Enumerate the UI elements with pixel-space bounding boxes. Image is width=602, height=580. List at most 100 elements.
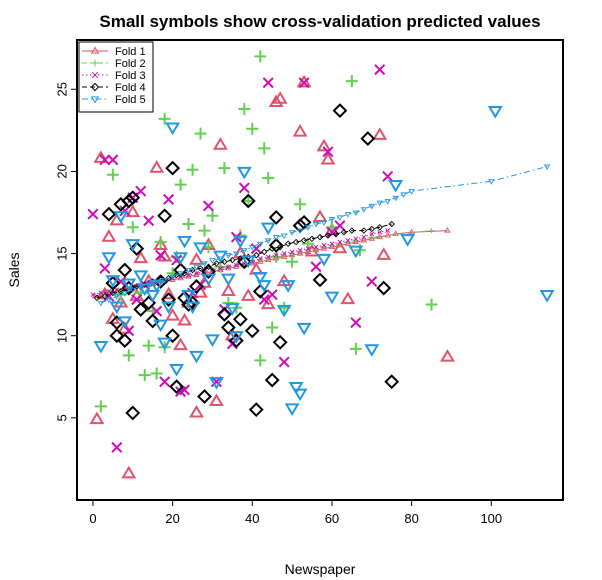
observed-point-fold-1 bbox=[212, 137, 228, 150]
observed-point-fold-2 bbox=[254, 50, 267, 63]
predicted-point-fold-3 bbox=[369, 231, 375, 237]
observed-point-fold-3 bbox=[119, 205, 131, 217]
observed-point-fold-1 bbox=[376, 247, 392, 260]
legend-marker-fold-3 bbox=[91, 71, 99, 79]
observed-point-fold-1 bbox=[165, 308, 181, 321]
observed-point-fold-3 bbox=[266, 289, 278, 301]
observed-point-fold-5 bbox=[149, 280, 165, 293]
observed-point-fold-2 bbox=[126, 221, 139, 234]
predicted-point-fold-4 bbox=[213, 260, 220, 267]
observed-point-fold-4 bbox=[157, 208, 173, 224]
predicted-point-fold-5 bbox=[376, 200, 384, 207]
x-tick-label: 0 bbox=[89, 511, 96, 526]
observed-point-fold-3 bbox=[111, 441, 123, 453]
observed-point-fold-2 bbox=[349, 342, 362, 355]
y-tick-label: 10 bbox=[54, 328, 69, 342]
predicted-point-fold-5 bbox=[408, 189, 415, 195]
observed-point-fold-2 bbox=[238, 103, 251, 115]
legend-label-fold-4: Fold 4 bbox=[115, 82, 146, 94]
observed-point-fold-4 bbox=[268, 237, 284, 253]
predicted-point-fold-4 bbox=[93, 294, 101, 302]
observed-point-fold-1 bbox=[117, 321, 133, 334]
observed-point-fold-5 bbox=[201, 273, 216, 287]
predicted-point-fold-3 bbox=[345, 238, 351, 243]
observed-point-fold-3 bbox=[143, 215, 155, 227]
predicted-point-fold-5 bbox=[264, 238, 272, 244]
legend-symbol-fold-2 bbox=[91, 59, 99, 67]
observed-point-fold-1 bbox=[189, 252, 204, 265]
predicted-point-fold-5 bbox=[488, 179, 495, 185]
predicted-point-fold-5 bbox=[256, 241, 264, 248]
predicted-point-fold-4 bbox=[388, 220, 395, 228]
observed-point-fold-4 bbox=[161, 292, 177, 307]
predicted-point-fold-5 bbox=[121, 290, 129, 297]
observed-point-fold-5 bbox=[539, 290, 555, 303]
observed-point-fold-5 bbox=[177, 235, 193, 249]
legend-label-fold-5: Fold 5 bbox=[115, 94, 146, 106]
observed-point-fold-5 bbox=[204, 334, 220, 347]
predicted-point-fold-4 bbox=[197, 265, 204, 272]
predicted-point-fold-4 bbox=[117, 288, 125, 295]
observed-point-fold-3 bbox=[107, 154, 119, 166]
observed-point-fold-3 bbox=[131, 294, 143, 306]
plot-layer bbox=[87, 50, 555, 479]
observed-point-fold-4 bbox=[117, 262, 133, 278]
observed-point-fold-2 bbox=[158, 112, 171, 125]
observed-point-fold-4 bbox=[165, 160, 181, 176]
predicted-point-fold-4 bbox=[300, 237, 308, 244]
series-fold-4 bbox=[93, 103, 400, 421]
predicted-point-fold-3 bbox=[233, 262, 239, 268]
observed-point-fold-3 bbox=[298, 77, 310, 89]
legend-entry-fold-2: Fold 2 bbox=[82, 58, 146, 70]
predicted-point-fold-5 bbox=[328, 217, 336, 223]
observed-point-fold-5 bbox=[292, 388, 308, 402]
legend-symbol-fold-3 bbox=[91, 71, 99, 79]
legend-symbol-fold-1 bbox=[90, 46, 100, 54]
predicted-point-fold-5 bbox=[296, 228, 304, 235]
observed-point-fold-2 bbox=[150, 367, 163, 380]
predicted-point-fold-1 bbox=[352, 238, 360, 245]
observed-point-fold-4 bbox=[125, 405, 141, 421]
predicted-point-fold-5 bbox=[344, 212, 352, 218]
observed-point-fold-5 bbox=[252, 271, 268, 285]
observed-point-fold-1 bbox=[312, 209, 328, 223]
observed-point-fold-5 bbox=[105, 275, 121, 288]
predicted-point-fold-4 bbox=[101, 293, 109, 300]
observed-point-fold-4 bbox=[133, 302, 149, 317]
observed-point-fold-5 bbox=[117, 316, 133, 329]
predicted-point-fold-4 bbox=[308, 235, 316, 243]
observed-point-fold-1 bbox=[372, 127, 388, 140]
observed-point-fold-5 bbox=[109, 301, 125, 315]
observed-point-fold-1 bbox=[208, 393, 224, 407]
predicted-point-fold-5 bbox=[233, 251, 240, 258]
observed-point-fold-1 bbox=[121, 465, 137, 479]
predicted-point-fold-5 bbox=[312, 221, 320, 228]
observed-point-fold-3 bbox=[155, 249, 167, 261]
legend-marker-fold-2 bbox=[91, 59, 99, 67]
observed-point-fold-4 bbox=[220, 320, 236, 335]
observed-point-fold-3 bbox=[202, 200, 214, 212]
observed-point-fold-5 bbox=[133, 270, 149, 283]
observed-point-fold-4 bbox=[216, 306, 232, 322]
observed-point-fold-1 bbox=[316, 138, 332, 152]
observed-point-fold-4 bbox=[332, 103, 348, 119]
observed-point-fold-4 bbox=[296, 214, 312, 230]
predicted-point-fold-5 bbox=[400, 192, 407, 198]
observed-point-fold-4 bbox=[376, 280, 392, 296]
observed-point-fold-4 bbox=[197, 389, 212, 404]
predicted-point-fold-5 bbox=[288, 230, 296, 236]
observed-point-fold-3 bbox=[366, 275, 378, 288]
observed-point-fold-1 bbox=[89, 411, 105, 425]
predicted-point-fold-5 bbox=[209, 258, 216, 264]
observed-point-fold-2 bbox=[286, 255, 299, 268]
predicted-point-fold-5 bbox=[392, 195, 399, 202]
observed-point-fold-4 bbox=[145, 313, 161, 329]
chart-title: Small symbols show cross-validation pred… bbox=[99, 12, 540, 31]
observed-point-fold-2 bbox=[206, 209, 219, 222]
legend-symbol-fold-4 bbox=[90, 82, 100, 92]
observed-point-fold-5 bbox=[228, 331, 244, 344]
predicted-point-fold-1 bbox=[408, 228, 415, 235]
observed-point-fold-1 bbox=[220, 283, 236, 296]
observed-point-fold-1 bbox=[340, 291, 356, 305]
observed-point-fold-1 bbox=[260, 296, 276, 310]
